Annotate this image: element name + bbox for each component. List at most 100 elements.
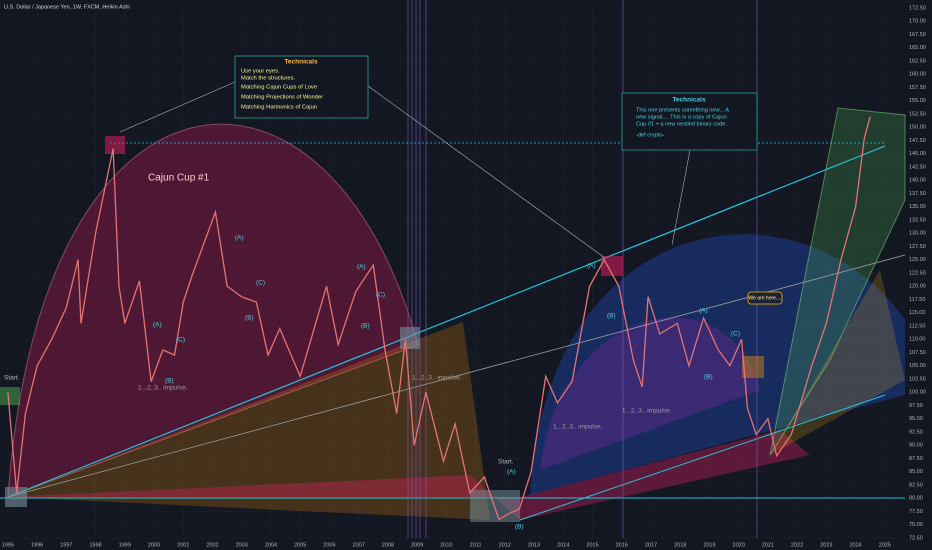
y-tick-label: 117.50 (909, 297, 925, 303)
price-line (7, 116, 871, 521)
y-tick-label: 155.00 (909, 98, 926, 104)
annotation: (A) (699, 308, 708, 315)
y-tick-label: 120.00 (909, 284, 926, 290)
text-box-title: Technicals (284, 59, 318, 66)
y-tick-label: 135.00 (909, 204, 926, 210)
y-tick-label: 140.00 (909, 178, 926, 184)
x-tick-label: 2016 (616, 542, 628, 548)
fan-shape (8, 322, 490, 520)
x-tick-label: 2002 (206, 542, 218, 548)
axes: 72.50 75.00 77.50 80.00 82.50 85.00 87.50 90.00… (2, 5, 926, 548)
trend-line (7, 145, 886, 498)
y-tick-label: 87.50 (909, 456, 923, 462)
y-tick-label: 92.50 (909, 429, 923, 435)
y-tick-label: 122.50 (909, 270, 926, 276)
x-tick-label: 2020 (733, 542, 745, 548)
annotation: (C) (256, 280, 265, 287)
y-tick-label: 100.00 (909, 390, 926, 396)
x-tick-label: 2004 (265, 542, 277, 548)
text-box (234, 55, 369, 119)
x-tick-label: 2003 (236, 542, 248, 548)
x-tick-label: 2010 (440, 542, 452, 548)
y-tick-label: 80.00 (909, 496, 923, 502)
annotation: 1...2..3.. impulse. (622, 408, 672, 415)
x-tick-label: 1999 (119, 542, 131, 548)
connector (367, 85, 606, 259)
x-tick-label: 2015 (586, 542, 598, 548)
annotation: Start. (498, 459, 514, 466)
annotation: (B) (515, 524, 524, 531)
y-tick-label: 150.00 (909, 125, 926, 131)
text-box-line: Match the structures. (241, 76, 296, 82)
y-tick-label: 130.00 (909, 231, 926, 237)
text-box-line: -def crypto- (636, 132, 664, 138)
text-box-line: Cup #1 + a new nestled binary code. (636, 121, 727, 127)
y-tick-label: 152.50 (909, 111, 926, 117)
x-tick-label: 2008 (382, 542, 394, 548)
x-tick-label: 2025 (879, 542, 891, 548)
x-tick-label: 2011 (470, 542, 482, 548)
projection-shape (769, 107, 906, 456)
chart-title: U.S. Dollar / Japanese Yen, 1W, FXCM, He… (4, 4, 130, 10)
x-tick-label: 2014 (557, 542, 569, 548)
y-tick-label: 97.50 (909, 403, 923, 409)
annotation: (B) (245, 315, 254, 322)
highlight-box (105, 136, 125, 154)
y-tick-label: 107.50 (909, 350, 926, 356)
y-tick-label: 137.50 (909, 191, 926, 197)
annotation: (C) (731, 331, 740, 338)
trend-line (519, 394, 886, 521)
y-tick-label: 160.00 (909, 72, 926, 78)
cup-shape (530, 234, 905, 495)
x-tick-label: 2006 (323, 542, 335, 548)
annotation: (C) (176, 337, 185, 344)
x-tick-label: 2000 (148, 542, 160, 548)
x-tick-label: 1995 (2, 542, 14, 548)
highlight-box (5, 487, 27, 507)
annotation: (B) (704, 374, 713, 381)
y-tick-label: 110.00 (909, 337, 925, 343)
x-tick-label: 1997 (60, 542, 72, 548)
text-box-title: Technicals (672, 97, 706, 104)
annotations: Start. Start. (A) (B) (C) (A) (B) (C) (A) (B) (C) (… (4, 235, 740, 531)
y-tick-label: 75.00 (909, 522, 923, 528)
y-tick-label: 85.00 (909, 469, 923, 475)
y-tick-label: 95.00 (909, 416, 923, 422)
y-tick-label: 105.00 (909, 363, 926, 369)
x-tick-label: 2021 (762, 542, 774, 548)
y-tick-label: 162.50 (909, 58, 926, 64)
y-tick-label: 170.00 (909, 19, 926, 25)
y-tick-label: 132.50 (909, 217, 926, 223)
annotation: Start. (4, 375, 20, 382)
x-tick-label: 1998 (89, 542, 101, 548)
x-tick-label: 2023 (820, 542, 832, 548)
x-tick-label: 2005 (294, 542, 306, 548)
y-tick-label: 142.50 (909, 164, 926, 170)
highlight-box (742, 356, 764, 378)
text-box-line: Matching Projections of Wonder (241, 95, 323, 101)
y-tick-label: 82.50 (909, 482, 923, 488)
cup-label: Cajun Cup #1 (148, 173, 210, 184)
annotation: (B) (361, 323, 370, 330)
annotation: (A) (587, 263, 596, 270)
y-tick-label: 125.00 (909, 257, 926, 263)
annotation: 1...2..3.. impulse. (553, 424, 603, 431)
y-tick-label: 102.50 (909, 376, 926, 382)
y-tick-label: 167.50 (909, 32, 926, 38)
text-box-line: Use your eyes. (241, 69, 280, 75)
y-tick-label: 145.00 (909, 151, 926, 157)
x-tick-label: 2009 (411, 542, 423, 548)
y-tick-label: 90.00 (909, 443, 923, 449)
y-tick-label: 72.50 (909, 535, 923, 541)
drawings (0, 0, 906, 538)
x-tick-label: 2001 (177, 542, 189, 548)
y-tick-label: 172.50 (909, 5, 926, 11)
x-tick-label: 2022 (791, 542, 803, 548)
x-tick-label: 2007 (353, 542, 365, 548)
y-tick-label: 112.50 (909, 323, 925, 329)
annotation: (A) (507, 469, 516, 476)
highlight-box (601, 256, 623, 276)
text-box-line: Matching Cajun Cups of Love (241, 85, 317, 91)
annotation: (C) (376, 292, 385, 299)
